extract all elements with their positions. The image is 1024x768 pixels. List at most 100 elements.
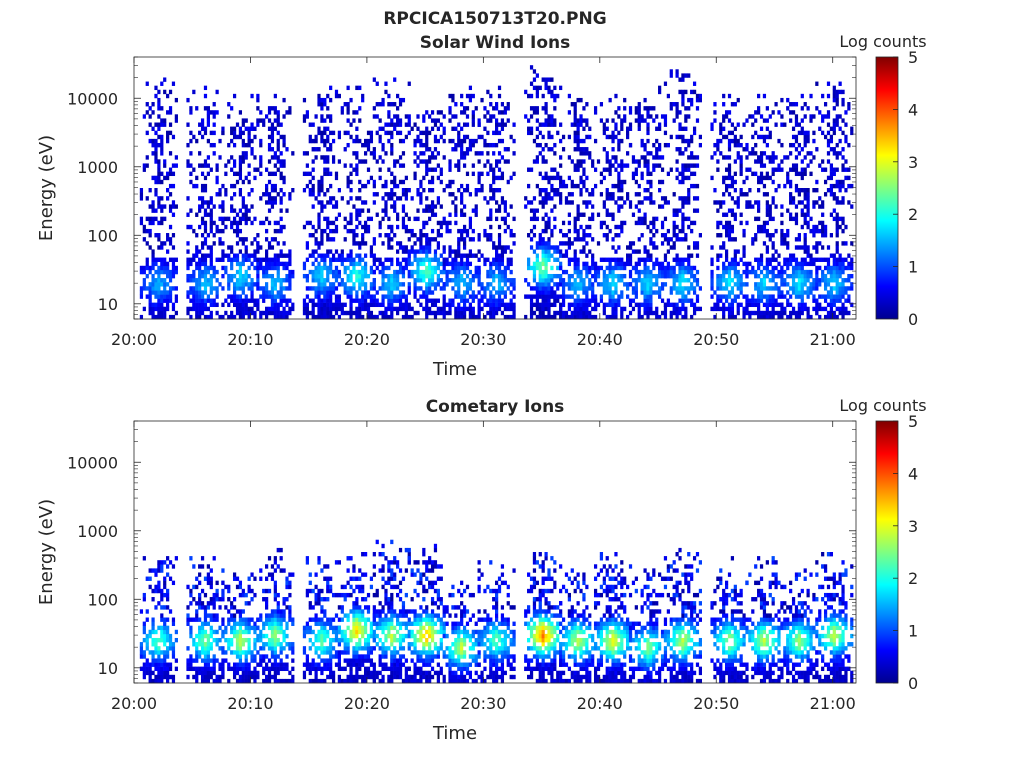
heatmap-cell [748,298,752,303]
heatmap-cell [646,130,650,136]
heatmap-cell [358,196,362,201]
heatmap-cell [593,273,598,279]
heatmap-cell [154,142,158,148]
heatmap-cell [279,151,283,156]
heatmap-cell [317,97,321,103]
heatmap-cell [666,261,670,267]
heatmap-cell [436,282,440,287]
heatmap-cell [361,241,365,246]
heatmap-cell [195,310,199,316]
heatmap-cell [658,179,662,185]
heatmap-cell [247,134,251,140]
heatmap-cell [460,257,464,262]
heatmap-cell [602,220,606,226]
heatmap-cell [605,233,609,238]
heatmap-cell [334,265,339,271]
heatmap-cell [430,290,435,295]
heatmap-cell [724,269,729,275]
heatmap-cell [649,114,653,119]
heatmap-cell [326,310,330,316]
heatmap-cell [186,196,190,201]
heatmap-cell [695,253,700,258]
heatmap-cell [556,171,560,177]
heatmap-cell [806,224,810,230]
heatmap-cell [561,147,566,152]
heatmap-cell [259,196,263,201]
heatmap-cell [500,110,505,115]
heatmap-cell [681,220,685,226]
heatmap-cell [273,188,277,193]
heatmap-cell [428,167,432,172]
heatmap-cell [273,228,277,234]
heatmap-cell [212,220,216,226]
heatmap-cell [413,290,417,295]
heatmap-cell [279,228,283,234]
heatmap-cell [576,228,580,234]
heatmap-cell [317,294,321,299]
heatmap-cell [329,265,333,271]
heatmap-cell [361,306,365,312]
heatmap-cell [722,118,726,123]
heatmap-cell [768,310,772,316]
heatmap-cell [634,118,638,123]
heatmap-cell [329,114,333,119]
heatmap-cell [751,237,755,242]
heatmap-cell [658,155,662,160]
heatmap-cell [334,310,339,316]
heatmap-cell [620,167,624,172]
heatmap-cell [509,306,513,312]
heatmap-cell [401,216,406,222]
heatmap-cell [154,138,158,144]
heatmap-cell [832,278,836,283]
heatmap-cell [649,310,653,316]
heatmap-cell [235,298,240,303]
heatmap-cell [835,249,839,254]
heatmap-cell [157,200,161,205]
heatmap-cell [270,294,275,299]
heatmap-cell [151,208,155,213]
heatmap-cell [160,118,164,123]
heatmap-cell [637,126,641,131]
heatmap-cell [157,122,161,127]
heatmap-cell [422,188,426,193]
heatmap-cell [576,294,580,299]
heatmap-cell [279,163,283,168]
heatmap-cell [658,147,662,152]
heatmap-cell [765,314,769,320]
heatmap-cell [646,253,650,258]
heatmap-cell [396,159,400,164]
heatmap-cell [646,314,650,320]
heatmap-cell [439,253,443,258]
heatmap-cell [809,314,813,320]
heatmap-cell [346,200,350,205]
heatmap-cell [198,163,202,168]
heatmap-cell [276,167,280,172]
heatmap-cell [815,302,819,308]
heatmap-cell [579,147,583,152]
heatmap-cell [203,265,208,271]
heatmap-cell [748,167,752,172]
heatmap-cell [340,249,344,254]
heatmap-cell [489,224,493,230]
heatmap-cell [462,278,467,283]
heatmap-cell [186,290,190,295]
heatmap-cell [809,269,813,275]
heatmap-cell [276,278,280,283]
heatmap-cell [320,138,324,144]
heatmap-cell [544,159,548,164]
heatmap-cell [375,314,379,320]
heatmap-cell [794,102,799,107]
heatmap-cell [579,278,583,283]
heatmap-cell [267,171,272,177]
heatmap-cell [186,241,190,246]
heatmap-cell [669,269,673,275]
heatmap-cell [675,306,679,312]
heatmap-cell [733,237,737,242]
heatmap-cell [605,265,609,271]
heatmap-cell [163,122,167,127]
heatmap-cell [154,233,158,238]
heatmap-cell [582,282,586,287]
heatmap-cell [256,273,260,279]
heatmap-cell [244,249,248,254]
heatmap-cell [320,188,324,193]
